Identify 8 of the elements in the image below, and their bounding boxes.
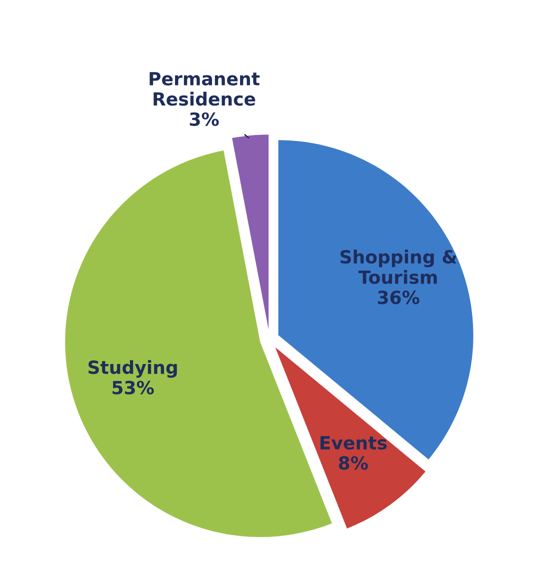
slice-label: Studying <box>88 360 177 378</box>
slice-label: Events <box>320 436 387 450</box>
data-label: 8% <box>338 456 368 470</box>
slice-label: Shopping & Tourism <box>340 250 457 284</box>
data-label: 53% <box>112 380 154 394</box>
slice-label: Permanent Residence <box>150 72 260 106</box>
data-label: 3% <box>190 112 219 126</box>
data-label: 36% <box>378 290 420 304</box>
